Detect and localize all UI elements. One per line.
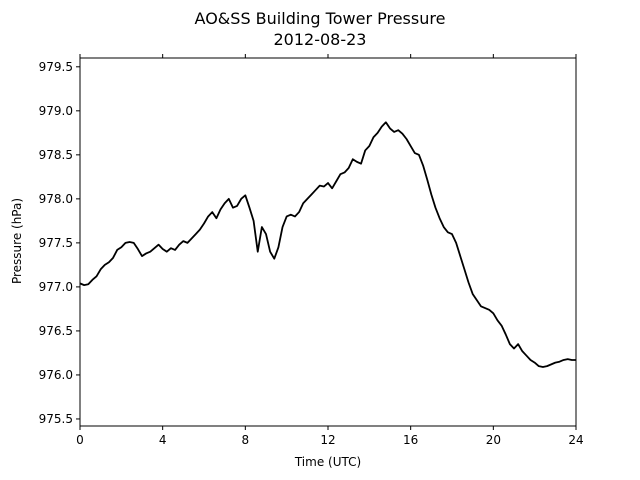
y-tick-label: 975.5 [39, 412, 73, 426]
plot-area-frame [79, 57, 577, 427]
x-axis-label: Time (UTC) [294, 455, 361, 469]
y-tick-label: 978.5 [39, 148, 73, 162]
y-tick-label: 978.0 [39, 192, 73, 206]
pressure-series-line [79, 121, 576, 368]
x-tick-label: 16 [403, 433, 418, 447]
y-tick-label: 976.5 [39, 324, 73, 338]
x-tick-label: 8 [242, 433, 250, 447]
y-axis-label: Pressure (hPa) [10, 198, 24, 284]
x-tick-label: 0 [76, 433, 84, 447]
y-tick-label: 977.5 [39, 236, 73, 250]
x-tick-label: 20 [486, 433, 501, 447]
x-tick-label: 12 [320, 433, 335, 447]
axis-ticks: 0 4 8 12 16 20 24 975.5 976.0 976.5 977.0 977.5 978.… [39, 54, 584, 447]
x-tick-label: 4 [159, 433, 167, 447]
y-tick-label: 976.0 [39, 368, 73, 382]
y-tick-label: 979.5 [39, 60, 73, 74]
chart-subtitle: 2012-08-23 [274, 30, 367, 49]
chart-title: AO&SS Building Tower Pressure [195, 9, 446, 28]
y-tick-label: 977.0 [39, 280, 73, 294]
y-tick-label: 979.0 [39, 104, 73, 118]
x-tick-label: 24 [568, 433, 583, 447]
